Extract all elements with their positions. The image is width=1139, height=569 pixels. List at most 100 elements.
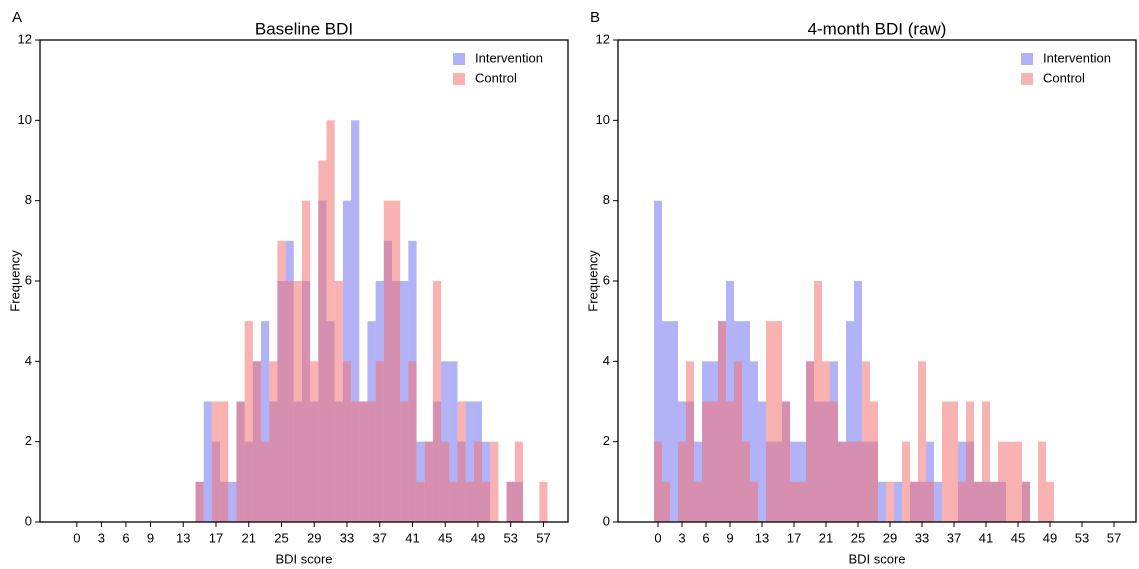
bar	[798, 481, 806, 522]
bar	[806, 361, 814, 522]
bar	[742, 321, 750, 522]
bar	[742, 441, 750, 522]
bar	[926, 481, 934, 522]
bar	[383, 200, 392, 522]
bar	[195, 481, 204, 522]
bar	[424, 441, 433, 522]
y-axis-label: Frequency	[7, 250, 22, 312]
x-tick-label: 17	[209, 530, 223, 545]
bar	[351, 401, 360, 522]
x-tick-label: 49	[1043, 530, 1057, 545]
bar	[814, 281, 822, 522]
x-tick-label: 13	[755, 530, 769, 545]
x-tick-label: 29	[883, 530, 897, 545]
legend-swatch	[1021, 53, 1033, 65]
bar	[758, 401, 766, 522]
y-tick-label: 0	[603, 513, 610, 528]
x-tick-label: 0	[73, 530, 80, 545]
bar	[750, 481, 758, 522]
bar	[798, 441, 806, 522]
bar	[654, 200, 662, 522]
x-tick-label: 6	[122, 530, 129, 545]
bar	[514, 441, 523, 522]
y-axis-label: Frequency	[585, 250, 600, 312]
x-tick-label: 3	[678, 530, 685, 545]
bar	[432, 281, 442, 522]
bar	[750, 361, 758, 522]
legend-label: Control	[1043, 70, 1085, 85]
bar	[285, 281, 294, 522]
panel: A Baseline BDI BDI score Frequency 0 2 4 6 8 10 12…	[7, 9, 569, 566]
bar	[902, 441, 910, 522]
bar	[942, 401, 950, 522]
bar	[310, 361, 319, 522]
bar	[966, 401, 974, 522]
y-tick-label: 8	[25, 192, 32, 207]
x-tick-label: 37	[372, 530, 386, 545]
bar	[790, 481, 798, 522]
bar	[277, 240, 286, 522]
legend-swatch	[1021, 73, 1033, 85]
bar	[400, 401, 409, 522]
x-tick-label: 49	[471, 530, 485, 545]
bar	[416, 481, 425, 522]
bar	[449, 361, 458, 522]
y-tick-label: 12	[596, 31, 610, 46]
bar	[1038, 441, 1046, 522]
bar	[359, 401, 368, 522]
y-tick-label: 10	[596, 112, 610, 127]
bar	[718, 321, 726, 522]
x-tick-label: 25	[851, 530, 865, 545]
bar	[934, 481, 942, 522]
x-tick-label: 3	[98, 530, 105, 545]
bar	[774, 321, 782, 522]
bars	[195, 120, 548, 522]
bar	[894, 481, 902, 522]
y-tick-label: 10	[18, 112, 32, 127]
y-tick-label: 12	[18, 31, 32, 46]
bar	[734, 361, 742, 522]
y-tick-label: 4	[603, 353, 610, 368]
bar	[726, 401, 734, 522]
bar	[220, 401, 229, 522]
y-tick-label: 4	[25, 353, 32, 368]
bar	[982, 401, 990, 522]
bar	[910, 481, 918, 522]
bar	[878, 481, 886, 522]
x-tick-label: 21	[819, 530, 833, 545]
bar	[654, 441, 662, 522]
bar	[710, 401, 718, 522]
chart-title: Baseline BDI	[255, 19, 353, 38]
bar	[236, 401, 245, 522]
bar	[203, 401, 212, 522]
bar	[326, 120, 335, 522]
chart-title: 4-month BDI (raw)	[808, 19, 947, 38]
bar	[766, 321, 774, 522]
bar	[694, 441, 702, 522]
bar	[252, 361, 262, 522]
legend-swatch	[453, 53, 465, 65]
x-tick-label: 9	[726, 530, 733, 545]
x-tick-label: 17	[787, 530, 801, 545]
bar	[334, 281, 343, 522]
bar	[301, 200, 311, 522]
bar	[367, 401, 376, 522]
bar	[662, 321, 670, 522]
bar	[990, 481, 998, 522]
bar	[392, 200, 401, 522]
bar	[342, 361, 352, 522]
bar	[926, 441, 934, 522]
bar	[244, 321, 253, 522]
x-tick-label: 37	[947, 530, 961, 545]
legend-swatch	[453, 73, 465, 85]
bar	[482, 481, 491, 522]
y-tick-label: 8	[603, 192, 610, 207]
bar	[375, 361, 384, 522]
bar	[886, 481, 894, 522]
x-tick-label: 21	[242, 530, 256, 545]
bar	[958, 481, 966, 522]
bar	[457, 401, 466, 522]
x-axis-label: BDI score	[275, 551, 332, 566]
x-tick-label: 29	[307, 530, 321, 545]
